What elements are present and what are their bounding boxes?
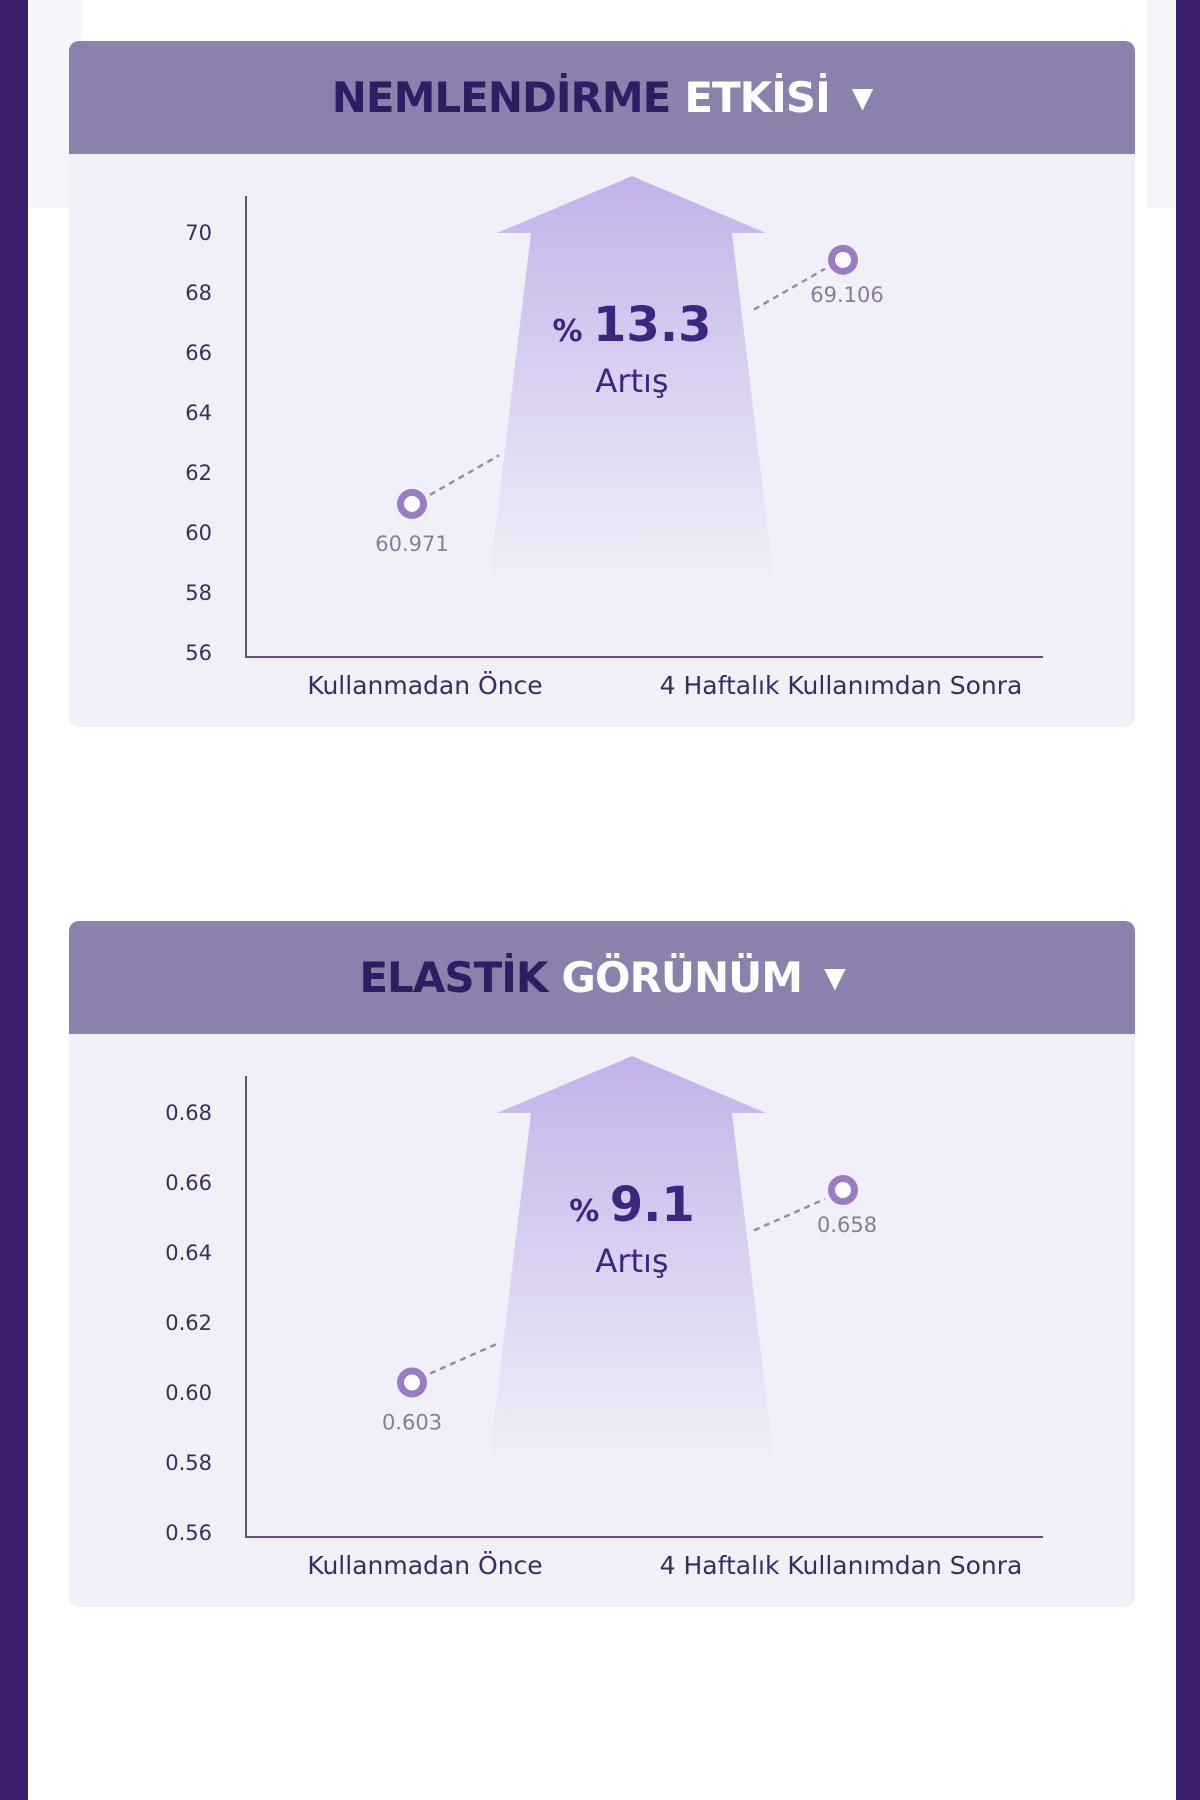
x-category-label: 4 Haftalık Kullanımdan Sonra [660, 1551, 1023, 1580]
increase-prefix: % [553, 314, 594, 349]
elastic-chart: 0.56 0.58 0.60 0.62 0.64 0.66 0.68 0.603 0.658 % … [165, 1056, 1043, 1580]
y-tick-label: 0.58 [165, 1451, 212, 1475]
data-point-inner [835, 1182, 851, 1198]
y-tick-label: 58 [185, 581, 212, 605]
increase-percentage: % 13.3 [553, 297, 712, 353]
data-value-label: 69.106 [810, 283, 883, 307]
increase-percentage: % 9.1 [569, 1177, 695, 1233]
chart-group: 0.56 0.58 0.60 0.62 0.64 0.66 0.68 0.603 0.658 % … [165, 1056, 1043, 1580]
card-title-light: ETKİSİ [684, 73, 830, 122]
caret-down-icon[interactable]: ▼ [851, 81, 874, 114]
moisture-effect-card: NEMLENDİRME ETKİSİ ▼ 56 58 60 62 64 66 68 70 60.… [69, 41, 1135, 727]
y-tick-label: 56 [185, 641, 212, 665]
dashed-connector [753, 1197, 826, 1232]
elastic-look-card: ELASTİK GÖRÜNÜM ▼ 0.56 0.58 0.60 0.62 0.64 0.… [69, 921, 1135, 1607]
increase-label: Artış [595, 1242, 668, 1280]
card-header[interactable]: NEMLENDİRME ETKİSİ ▼ [69, 41, 1135, 154]
card-title-dark: NEMLENDİRME [331, 73, 672, 122]
increase-value: 9.1 [610, 1177, 695, 1233]
y-tick-label: 0.60 [165, 1381, 212, 1405]
increase-value: 13.3 [593, 297, 711, 353]
y-tick-label: 0.68 [165, 1101, 212, 1125]
y-tick-label: 64 [185, 401, 212, 425]
y-tick-label: 68 [185, 281, 212, 305]
y-tick-label: 66 [185, 341, 212, 365]
frame-left [0, 0, 28, 1800]
card-header[interactable]: ELASTİK GÖRÜNÜM ▼ [69, 921, 1135, 1034]
y-tick-label: 70 [185, 221, 212, 245]
caret-down-icon[interactable]: ▼ [824, 961, 846, 994]
data-point-inner [404, 1374, 420, 1391]
increase-label: Artış [595, 362, 668, 400]
increase-arrow [489, 1056, 774, 1461]
data-point-inner [835, 251, 851, 268]
y-tick-label: 0.66 [165, 1171, 212, 1195]
y-tick-label: 0.64 [165, 1241, 212, 1265]
x-category-label: 4 Haftalık Kullanımdan Sonra [660, 671, 1023, 700]
card-title-light: GÖRÜNÜM [561, 953, 803, 1002]
dashed-connector [429, 1341, 500, 1375]
y-tick-label: 60 [185, 521, 212, 545]
increase-arrow [489, 176, 774, 581]
data-value-label: 60.971 [375, 532, 448, 556]
x-category-label: Kullanmadan Önce [307, 671, 542, 700]
data-value-label: 0.658 [817, 1213, 877, 1237]
increase-prefix: % [569, 1194, 610, 1229]
y-tick-label: 62 [185, 461, 212, 485]
dashed-connector [753, 267, 826, 311]
data-point-inner [404, 495, 420, 512]
frame-right [1176, 0, 1200, 1800]
y-tick-label: 0.62 [165, 1311, 212, 1335]
x-category-label: Kullanmadan Önce [307, 1551, 542, 1580]
y-tick-label: 0.56 [165, 1521, 212, 1545]
card-title-dark: ELASTİK [359, 953, 548, 1002]
dashed-connector [429, 454, 500, 496]
data-value-label: 0.603 [382, 1411, 442, 1435]
